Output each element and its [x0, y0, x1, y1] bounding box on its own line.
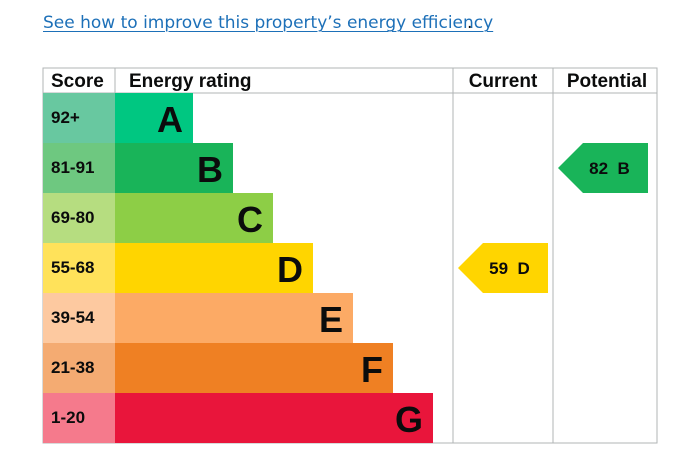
rating-bands: 92+ A 81-91 B 69-80 C 55-68 D 39-54 E 21-38 F 1-20 G: [43, 93, 433, 443]
score-label-a: 92+: [51, 108, 80, 127]
score-label-f: 21-38: [51, 358, 94, 377]
score-label-b: 81-91: [51, 158, 94, 177]
header-potential: Potential: [567, 71, 647, 92]
rating-bar-e: [115, 293, 353, 343]
rating-bar-g: [115, 393, 433, 443]
score-cell-g: [43, 393, 115, 443]
rating-letter-c: C: [237, 199, 263, 240]
score-cell-b: [43, 143, 115, 193]
rating-letter-g: G: [395, 399, 423, 440]
score-label-c: 69-80: [51, 208, 94, 227]
score-cell-e: [43, 293, 115, 343]
current-rating-label: 59 D: [489, 259, 530, 278]
improve-energy-efficiency-link[interactable]: See how to improve this property’s energ…: [43, 13, 494, 33]
score-cell-a: [43, 93, 115, 143]
current-rating-arrow: [458, 243, 548, 293]
link-period: .: [467, 13, 473, 33]
header-current: Current: [469, 71, 538, 92]
rating-letter-e: E: [319, 299, 343, 340]
rating-markers: 59 D 82 B: [458, 143, 648, 293]
rating-letter-d: D: [277, 249, 303, 290]
score-cell-c: [43, 193, 115, 243]
score-cell-d: [43, 243, 115, 293]
header-score: Score: [51, 71, 104, 92]
rating-bar-a: [115, 93, 193, 143]
score-label-g: 1-20: [51, 408, 85, 427]
potential-rating-label: 82 B: [589, 159, 630, 178]
score-label-d: 55-68: [51, 258, 94, 277]
rating-letter-f: F: [361, 349, 383, 390]
rating-letter-a: A: [157, 99, 183, 140]
rating-bar-c: [115, 193, 273, 243]
rating-bar-f: [115, 343, 393, 393]
score-cell-f: [43, 343, 115, 393]
header-energy-rating: Energy rating: [129, 71, 251, 92]
rating-bar-b: [115, 143, 233, 193]
rating-bar-d: [115, 243, 313, 293]
potential-rating-arrow: [558, 143, 648, 193]
score-label-e: 39-54: [51, 308, 95, 327]
rating-letter-b: B: [197, 149, 223, 190]
